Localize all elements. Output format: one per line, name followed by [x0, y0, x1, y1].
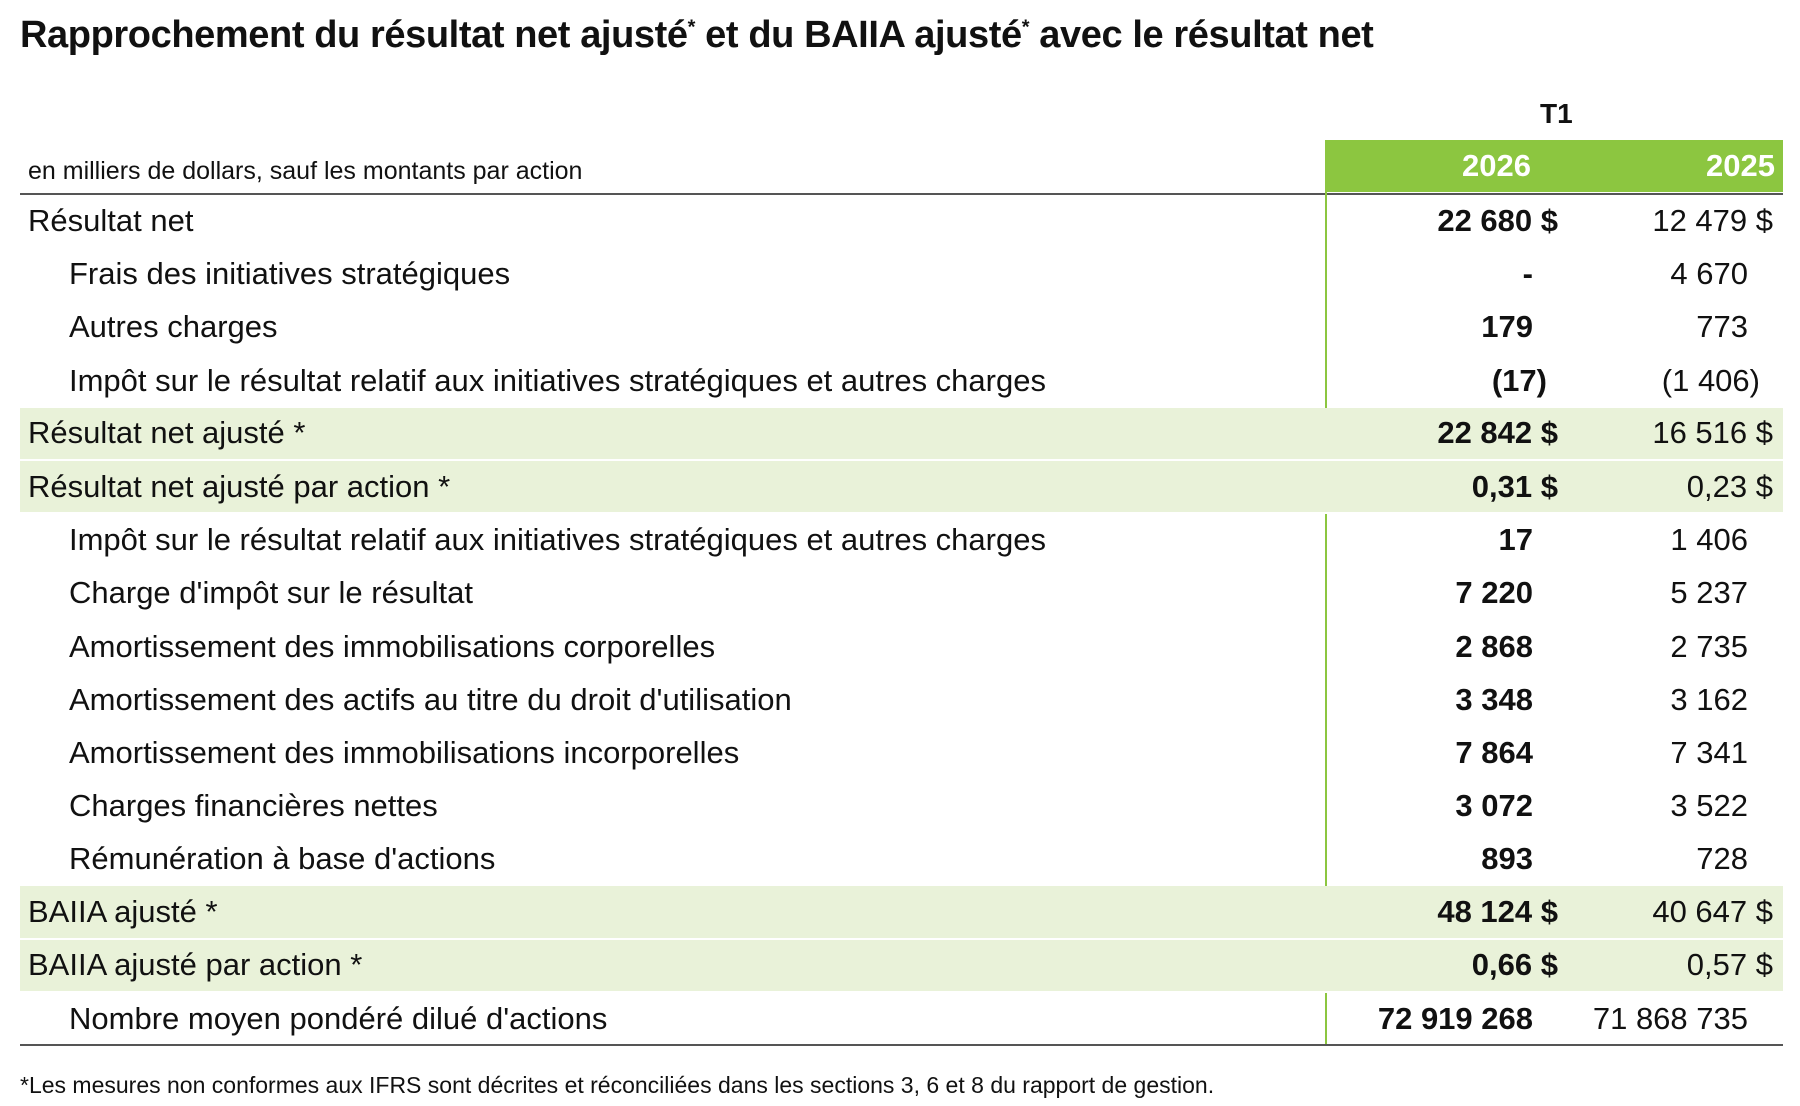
- value-2026: 3 072: [1455, 788, 1533, 824]
- row-label: Nombre moyen pondéré dilué d'actions: [69, 1000, 608, 1036]
- table-row: Nombre moyen pondéré dilué d'actions 72 9…: [20, 993, 1783, 1046]
- table-row: Rémunération à base d'actions 893 728: [20, 833, 1783, 886]
- value-2026: 48 124 $: [1437, 894, 1558, 930]
- row-label: Impôt sur le résultat relatif aux initia…: [69, 362, 1046, 398]
- title-part3: avec le résultat net: [1029, 14, 1374, 56]
- row-label: Charge d'impôt sur le résultat: [69, 575, 473, 611]
- row-label: Résultat net ajusté par action *: [28, 468, 451, 504]
- title-footnote-mark-2: *: [1021, 16, 1030, 39]
- value-2026: 3 348: [1455, 681, 1533, 717]
- value-2025: 3 162: [1670, 681, 1748, 717]
- value-2026: 179: [1481, 309, 1533, 345]
- value-2025: 0,23 $: [1686, 468, 1773, 504]
- value-2025: 7 341: [1670, 734, 1748, 770]
- value-2025: 1 406: [1670, 522, 1748, 558]
- table-row: Résultat net ajusté par action * 0,31 $ 0,…: [20, 460, 1783, 515]
- table-row: Frais des initiatives stratégiques - 4 670: [20, 248, 1783, 301]
- value-2026: 7 864: [1455, 734, 1533, 770]
- value-2025: 12 479 $: [1652, 203, 1773, 239]
- column-header-2025: 2025: [1549, 140, 1783, 192]
- row-label: Autres charges: [69, 309, 278, 345]
- table-row: Amortissement des actifs au titre du dro…: [20, 674, 1783, 727]
- table-row: Amortissement des immobilisations corpor…: [20, 621, 1783, 674]
- value-2025: 5 237: [1670, 575, 1748, 611]
- units-note: en milliers de dollars, sauf les montant…: [28, 157, 583, 185]
- table-top-rule: [20, 193, 1783, 195]
- table-row: Résultat net 22 680 $ 12 479 $: [20, 195, 1783, 248]
- table-row: Charges financières nettes 3 072 3 522: [20, 780, 1783, 833]
- value-2025: 4 670: [1670, 256, 1748, 292]
- value-2026: 7 220: [1455, 575, 1533, 611]
- value-2026: 0,66 $: [1471, 947, 1558, 983]
- table-row: Amortissement des immobilisations incorp…: [20, 727, 1783, 780]
- row-label: Charges financières nettes: [69, 788, 438, 824]
- table-row: Autres charges 179 773: [20, 301, 1783, 354]
- period-label: T1: [1540, 98, 1573, 129]
- row-label: Amortissement des immobilisations incorp…: [69, 734, 740, 770]
- value-2026: 0,31 $: [1471, 468, 1558, 504]
- title-part2: et du BAIIA ajusté: [695, 14, 1022, 56]
- value-2025: (1 406): [1661, 362, 1760, 398]
- table-row: BAIIA ajusté par action * 0,66 $ 0,57 $: [20, 939, 1783, 993]
- title-part1: Rapprochement du résultat net ajusté: [20, 14, 688, 56]
- value-2026: (17): [1491, 362, 1547, 398]
- reconciliation-table: Résultat net 22 680 $ 12 479 $ Frais des in…: [20, 195, 1783, 1046]
- row-label: Amortissement des immobilisations corpor…: [69, 628, 716, 664]
- value-2025: 2 735: [1670, 628, 1748, 664]
- page-title: Rapprochement du résultat net ajusté* et…: [20, 14, 1374, 57]
- row-label: Frais des initiatives stratégiques: [69, 256, 511, 292]
- row-label: BAIIA ajusté par action *: [28, 947, 363, 983]
- table-row: Résultat net ajusté * 22 842 $ 16 516 $: [20, 407, 1783, 461]
- table-row: Impôt sur le résultat relatif aux initia…: [20, 514, 1783, 567]
- column-header-2026: 2026: [1325, 140, 1549, 192]
- value-2025: 773: [1696, 309, 1748, 345]
- value-2025: 728: [1696, 841, 1748, 877]
- value-2026: 72 919 268: [1377, 1000, 1533, 1036]
- table-bottom-rule: [20, 1044, 1783, 1046]
- value-2025: 71 868 735: [1592, 1000, 1748, 1036]
- row-label: Rémunération à base d'actions: [69, 841, 496, 877]
- value-2026: 22 680 $: [1437, 203, 1558, 239]
- title-footnote-mark-1: *: [687, 16, 696, 39]
- footnote: *Les mesures non conformes aux IFRS sont…: [20, 1072, 1215, 1098]
- value-2025: 3 522: [1670, 788, 1748, 824]
- row-label: Résultat net: [28, 203, 194, 239]
- value-2026: 893: [1481, 841, 1533, 877]
- value-2026: 2 868: [1455, 628, 1533, 664]
- table-row: Charge d'impôt sur le résultat 7 220 5 237: [20, 567, 1783, 620]
- value-2026: 22 842 $: [1437, 415, 1558, 451]
- value-2026: -: [1522, 256, 1533, 292]
- value-2025: 0,57 $: [1686, 947, 1773, 983]
- row-label: BAIIA ajusté *: [28, 894, 218, 930]
- value-2026: 17: [1498, 522, 1533, 558]
- row-label: Amortissement des actifs au titre du dro…: [69, 681, 792, 717]
- column-divider: [1325, 140, 1327, 1045]
- value-2025: 40 647 $: [1652, 894, 1773, 930]
- row-label: Impôt sur le résultat relatif aux initia…: [69, 522, 1046, 558]
- value-2025: 16 516 $: [1652, 415, 1773, 451]
- table-row: Impôt sur le résultat relatif aux initia…: [20, 355, 1783, 408]
- row-label: Résultat net ajusté *: [28, 415, 306, 451]
- table-row: BAIIA ajusté * 48 124 $ 40 647 $: [20, 886, 1783, 940]
